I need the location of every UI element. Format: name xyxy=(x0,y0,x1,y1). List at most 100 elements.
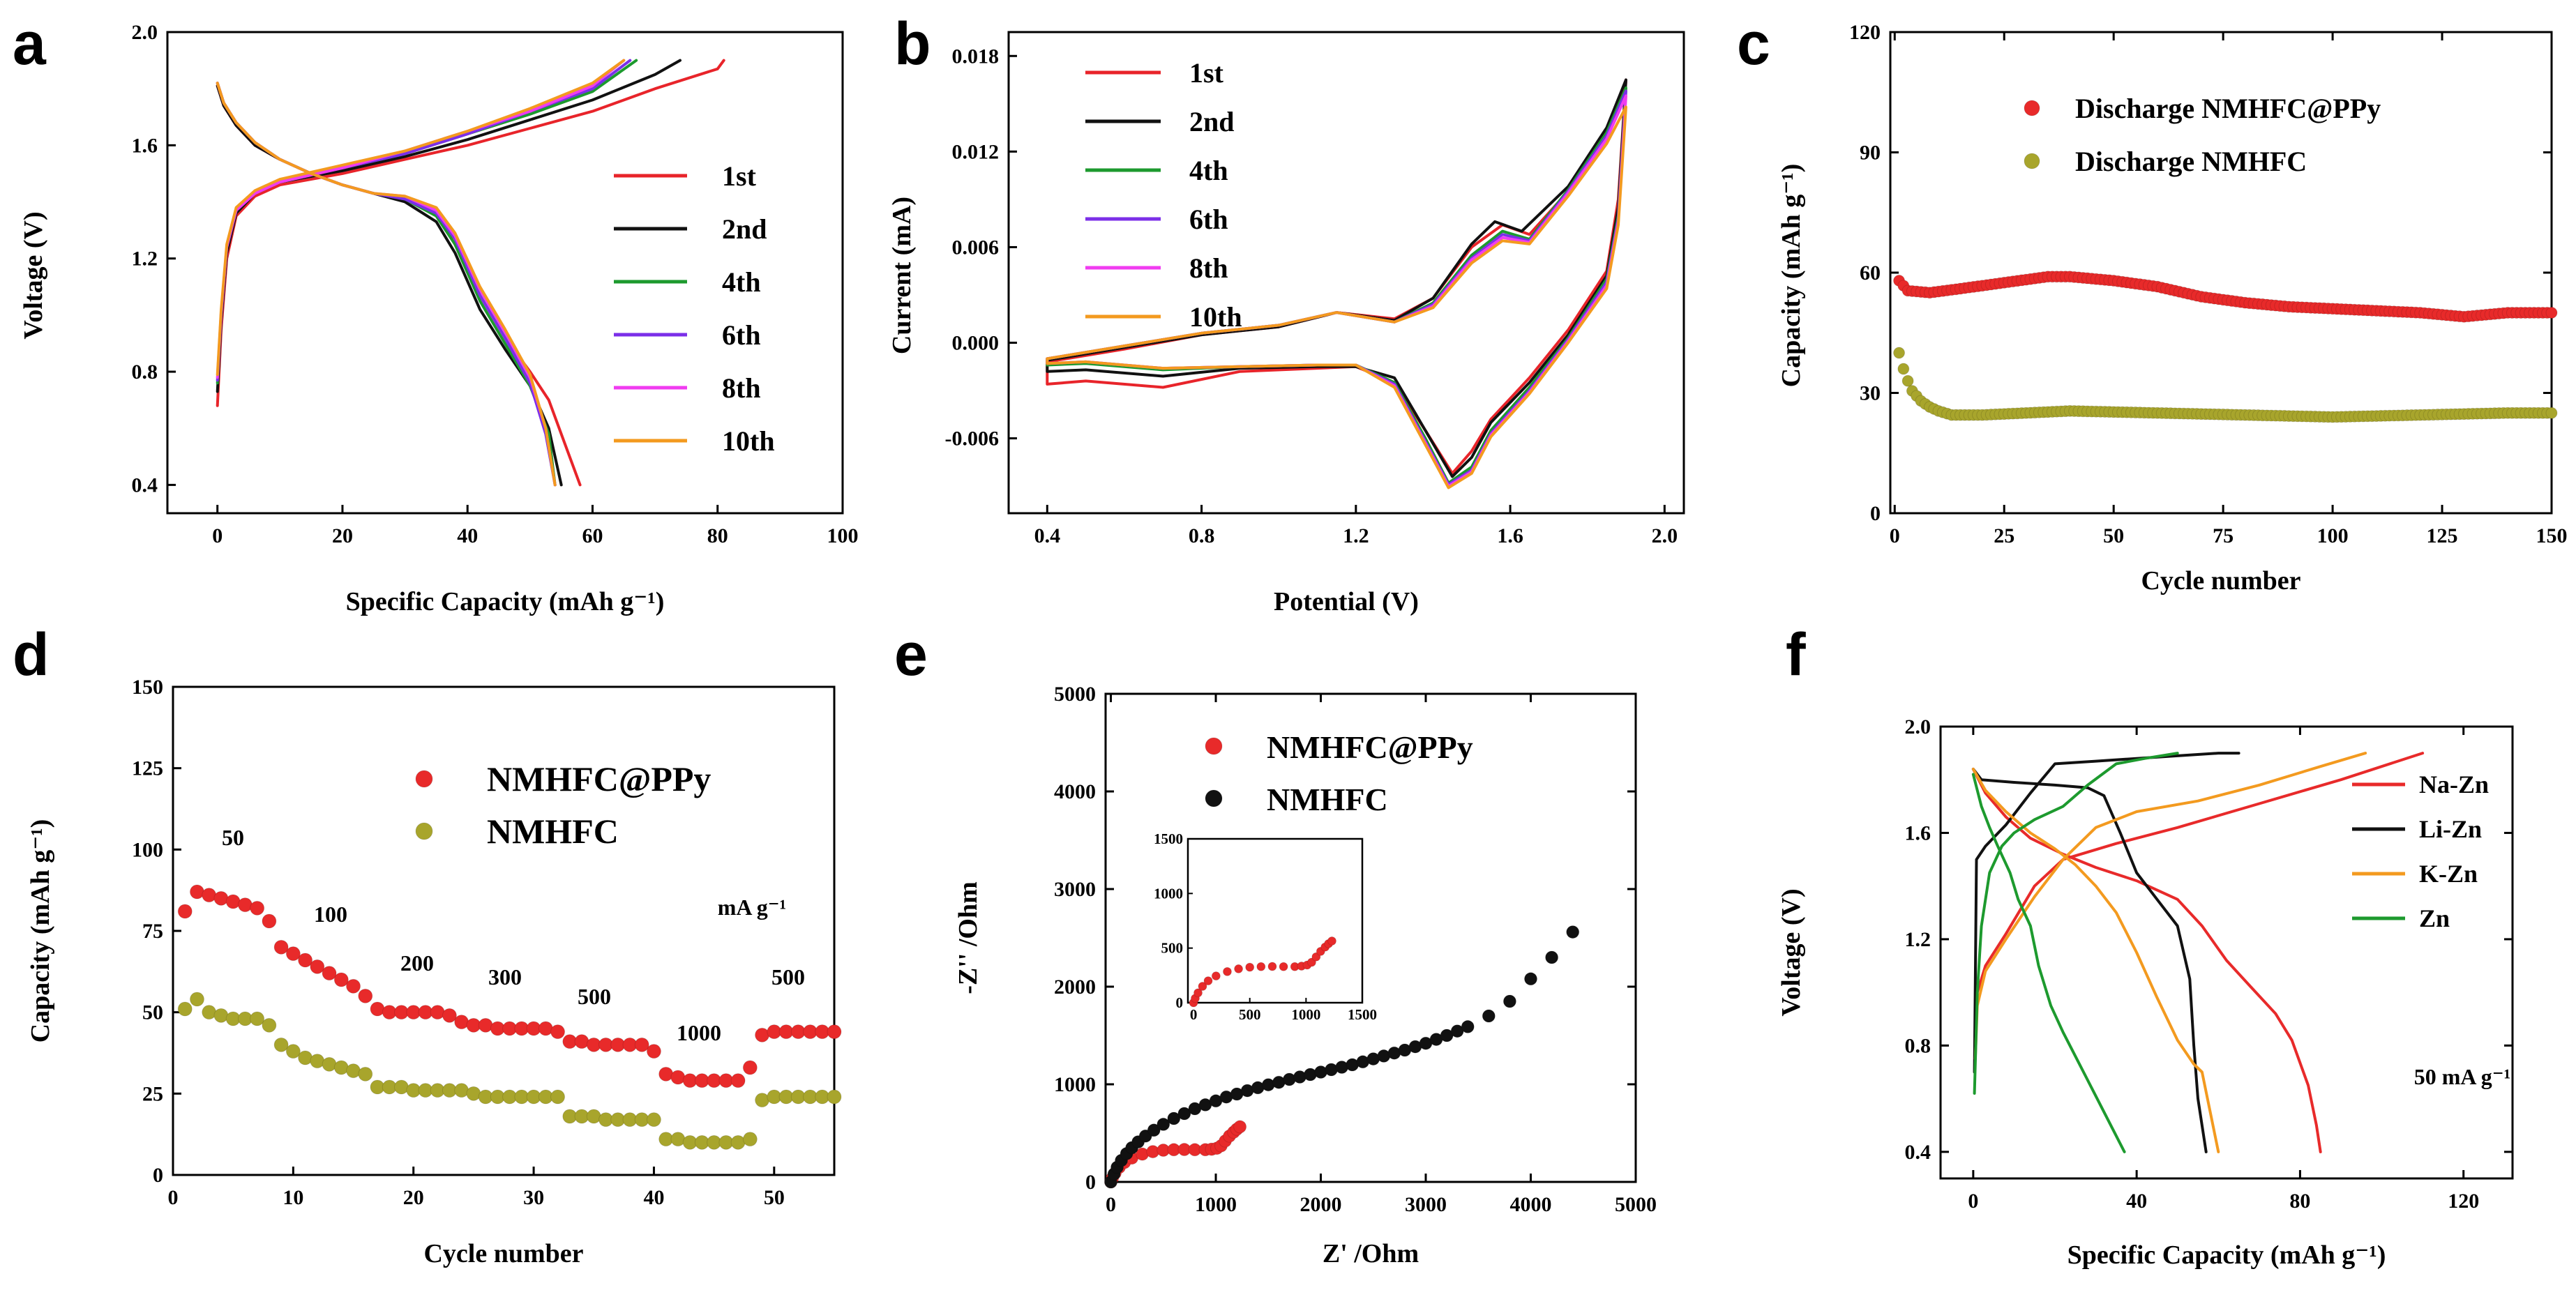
rate-label-200: 200 xyxy=(400,950,434,976)
data-point-discharge-nmhfc xyxy=(1901,374,1914,387)
data-point-nmhfc xyxy=(1482,1009,1496,1023)
series-line-na-zn-discharge xyxy=(1971,768,2322,1153)
y-tick-label: 0.8 xyxy=(1905,1034,1931,1057)
data-point-nmhfc xyxy=(1167,1111,1181,1125)
data-point-nmhfc-ppy xyxy=(742,1060,758,1075)
series-line-na-zn-charge xyxy=(1973,752,2425,1047)
data-point-nmhfc xyxy=(189,992,204,1007)
y-tick-label: 5000 xyxy=(1054,683,1096,706)
y-axis-label: Voltage (V) xyxy=(1777,888,1806,1016)
data-point-nmhfc-ppy xyxy=(358,988,373,1003)
legend-label-4th: 4th xyxy=(1189,155,1228,186)
x-tick-label: 60 xyxy=(582,524,603,547)
data-point-nmhfc-ppy xyxy=(550,1024,566,1040)
series-line-k-zn-charge xyxy=(1973,752,2367,1061)
rate-label-50: 50 xyxy=(222,825,244,850)
legend-label-discharge-nmhfc: Discharge NMHFC xyxy=(2075,146,2307,177)
inset-data-point-nmhfc-ppy xyxy=(1203,976,1213,986)
y-tick-label: 2.0 xyxy=(1905,715,1931,738)
y-tick-label: 75 xyxy=(142,920,163,943)
series-line-8th-discharge xyxy=(216,82,557,487)
legend-label-k-zn: K-Zn xyxy=(2419,860,2478,888)
inset-data-point-nmhfc-ppy xyxy=(1193,988,1203,998)
x-tick-label: 40 xyxy=(457,524,478,547)
series-line-li-zn-discharge xyxy=(1971,768,2208,1153)
legend-label-discharge-nmhfc-ppy: Discharge NMHFC@PPy xyxy=(2075,93,2381,124)
chart-e-nyquist-plot: 0 1000 2000 3000 4000 50000100020003000400050… xyxy=(954,683,1657,1268)
data-point-nmhfc xyxy=(1524,972,1538,986)
inset-data-point-nmhfc-ppy xyxy=(1198,982,1207,991)
y-tick-label: 1.6 xyxy=(1905,821,1931,844)
data-point-nmhfc xyxy=(273,1037,289,1052)
y-axis-label: -Z'' /Ohm xyxy=(954,881,983,994)
x-tick-label: 40 xyxy=(643,1186,664,1209)
rate-label-500: 500 xyxy=(771,964,805,989)
series-loop-8th xyxy=(1046,94,1627,488)
data-point-nmhfc-ppy xyxy=(310,959,325,974)
series-loop-1st xyxy=(1046,78,1627,475)
y-tick-label: 25 xyxy=(142,1082,163,1105)
y-tick-label: 0.4 xyxy=(132,473,158,496)
panel-letter-e: e xyxy=(894,621,928,688)
data-point-nmhfc-ppy xyxy=(1233,1120,1247,1134)
y-tick-label: 60 xyxy=(1860,261,1881,284)
series-line-1st-charge xyxy=(216,59,725,407)
series-line-6th-discharge xyxy=(216,82,557,487)
y-tick-label: 0.000 xyxy=(952,332,1000,355)
data-point-nmhfc-ppy xyxy=(285,946,301,962)
x-tick-label: 150 xyxy=(2536,524,2568,547)
x-tick-label: 100 xyxy=(2317,524,2349,547)
data-point-nmhfc xyxy=(827,1089,842,1105)
x-tick-label: 0 xyxy=(1106,1193,1116,1216)
inset-data-point-nmhfc-ppy xyxy=(1245,962,1255,972)
data-point-nmhfc-ppy xyxy=(250,900,265,916)
panel-letter-c: c xyxy=(1737,10,1770,77)
legend-label-zn: Zn xyxy=(2419,904,2450,932)
series-line-10th-discharge xyxy=(216,82,557,487)
legend-marker-nmhfc xyxy=(1205,789,1223,807)
x-axis-label: Cycle number xyxy=(423,1239,583,1268)
y-tick-label: 1.2 xyxy=(132,248,158,271)
series-loop-10th xyxy=(1046,105,1627,490)
series-line-zn-charge xyxy=(1973,752,2179,1095)
data-point-discharge-nmhfc-ppy xyxy=(2545,307,2558,319)
inset-data-point-nmhfc-ppy xyxy=(1211,971,1221,981)
chart-a-voltage-profile: 0 20 40 60 80 100 0.4 0.8 1.2 1.6 2.0 Specific Capa… xyxy=(19,21,859,616)
x-axis-label: Z' /Ohm xyxy=(1323,1239,1419,1268)
y-tick-label: 3000 xyxy=(1054,878,1096,901)
inset-data-point-nmhfc-ppy xyxy=(1267,962,1277,971)
y-tick-label: 0.012 xyxy=(952,140,1000,163)
x-axis-label: Potential (V) xyxy=(1274,587,1419,616)
data-point-discharge-nmhfc xyxy=(2545,407,2558,419)
y-tick-label: 150 xyxy=(132,676,163,699)
x-tick-label: 2000 xyxy=(1300,1193,1342,1216)
legend-label-nmhfc-ppy: NMHFC@PPy xyxy=(487,759,711,798)
x-tick-label: 5000 xyxy=(1615,1193,1657,1216)
data-point-nmhfc-ppy xyxy=(177,904,193,919)
data-point-nmhfc xyxy=(358,1066,373,1082)
data-point-discharge-nmhfc xyxy=(1893,347,1906,359)
x-tick-label: 120 xyxy=(2448,1190,2479,1213)
y-axis-label: Current (mA) xyxy=(887,197,917,354)
data-point-nmhfc xyxy=(262,1017,277,1033)
x-tick-label: 4000 xyxy=(1510,1193,1552,1216)
plot-frame xyxy=(1104,692,1637,1183)
y-tick-label: 4000 xyxy=(1054,780,1096,803)
x-axis-label: Cycle number xyxy=(2141,566,2300,595)
rate-label-100: 100 xyxy=(314,902,347,927)
legend-marker-nmhfc xyxy=(415,822,433,840)
inset-data-point-nmhfc-ppy xyxy=(1256,962,1266,971)
data-point-nmhfc xyxy=(742,1132,758,1147)
x-tick-label: 1000 xyxy=(1195,1193,1237,1216)
x-tick-label: 50 xyxy=(2103,524,2124,547)
data-point-nmhfc xyxy=(550,1089,566,1105)
y-axis-label: Capacity (mAh g⁻¹) xyxy=(26,819,55,1043)
inset-x-tick-label: 500 xyxy=(1239,1006,1261,1023)
legend-label-2nd: 2nd xyxy=(722,213,767,245)
legend-label-1st: 1st xyxy=(722,160,757,192)
series-line-li-zn-charge xyxy=(1973,752,2240,1074)
legend-label-nmhfc: NMHFC xyxy=(487,812,619,851)
inset-data-point-nmhfc-ppy xyxy=(1222,966,1232,976)
legend-label-4th: 4th xyxy=(722,266,761,298)
